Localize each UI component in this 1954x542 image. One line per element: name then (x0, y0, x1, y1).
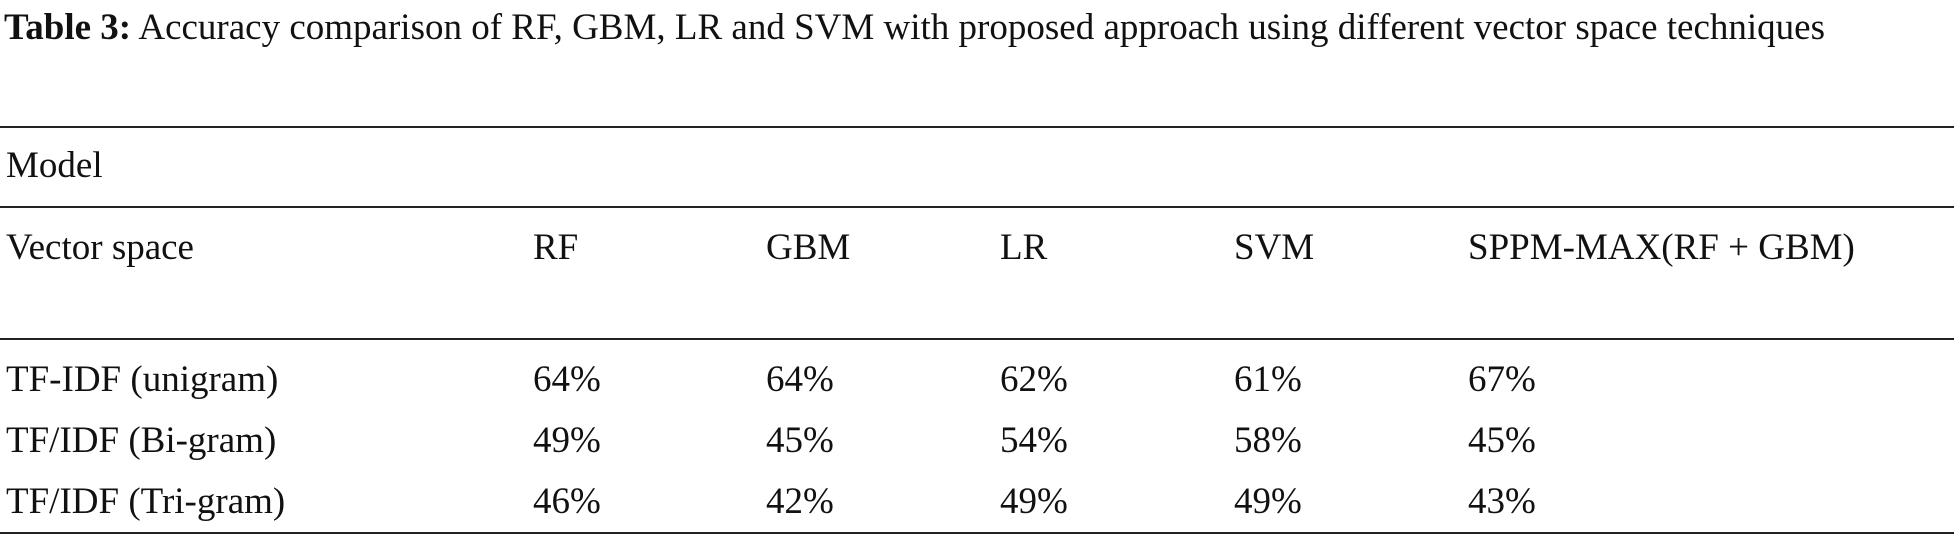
table-cell: 61% (1234, 359, 1302, 400)
table-caption: Table 3: Accuracy comparison of RF, GBM,… (4, 2, 1954, 54)
table-cell: 46% (533, 481, 601, 522)
table-cell: 58% (1234, 420, 1302, 461)
table-cell: 49% (1234, 481, 1302, 522)
body-rule (0, 338, 1954, 340)
table-cell: 64% (533, 359, 601, 400)
column-header: GBM (766, 227, 851, 268)
column-header: LR (1000, 227, 1048, 268)
row-label: TF/IDF (Tri-gram) (6, 481, 286, 522)
bottom-rule (0, 532, 1954, 534)
column-header: RF (533, 227, 579, 268)
table-cell: 43% (1468, 481, 1536, 522)
column-header: SPPM-MAX(RF + GBM) (1468, 227, 1855, 268)
row-label: TF-IDF (unigram) (6, 359, 279, 400)
table-cell: 67% (1468, 359, 1536, 400)
caption-label: Table 3: (4, 7, 132, 48)
table-cell: 62% (1000, 359, 1068, 400)
row-label: TF/IDF (Bi-gram) (6, 420, 277, 461)
table-cell: 54% (1000, 420, 1068, 461)
column-header: SVM (1234, 227, 1315, 268)
table-cell: 45% (1468, 420, 1536, 461)
table-cell: 42% (766, 481, 834, 522)
table-cell: 49% (1000, 481, 1068, 522)
table-cell: 64% (766, 359, 834, 400)
table-cell: 45% (766, 420, 834, 461)
top-rule (0, 126, 1954, 128)
group-header: Model (6, 145, 103, 186)
column-header: Vector space (6, 227, 194, 268)
header-rule (0, 206, 1954, 208)
table-cell: 49% (533, 420, 601, 461)
caption-text: Accuracy comparison of RF, GBM, LR and S… (138, 7, 1826, 48)
